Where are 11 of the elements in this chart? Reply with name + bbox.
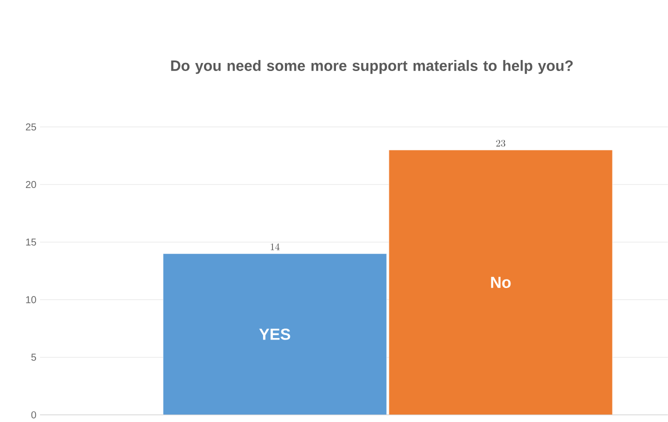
y-tick-label: 5 <box>31 354 36 361</box>
data-label: 14 <box>270 244 280 250</box>
y-tick-label: 0 <box>31 411 36 419</box>
y-tick-label: 20 <box>26 181 36 188</box>
x-tick-label: No <box>491 277 511 288</box>
y-tick-label: 10 <box>26 296 36 304</box>
chart-title: Do you need some more support materials to help you? <box>171 60 573 74</box>
data-label: 23 <box>496 140 506 147</box>
x-tick-label: YES <box>259 328 290 340</box>
y-tick-label: 15 <box>26 238 36 246</box>
y-tick-label: 25 <box>26 124 36 131</box>
